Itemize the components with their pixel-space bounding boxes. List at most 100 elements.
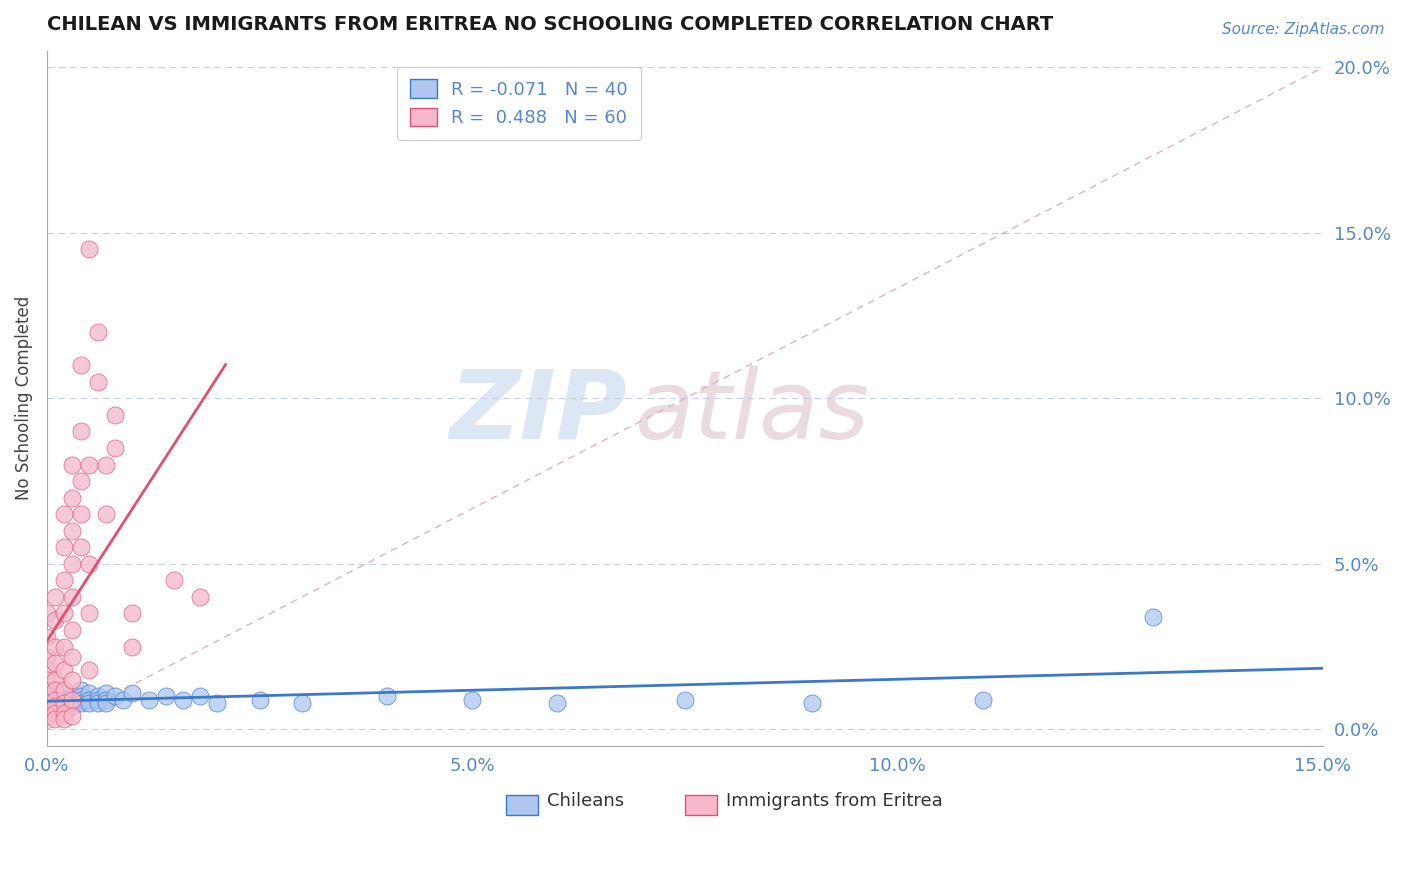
Point (44, 690, 66, 704)
Point (35, 690, 58, 704)
Point (44, 656, 66, 670)
Point (673, 692, 696, 706)
Point (87, 690, 110, 704)
Point (121, 607, 143, 621)
Point (79, 458, 101, 472)
Point (972, 692, 994, 706)
Point (87, 696, 110, 710)
Point (44, 713, 66, 727)
Point (60, 709, 83, 723)
Point (35, 696, 58, 710)
Point (112, 692, 135, 706)
Point (70, 358, 93, 372)
Point (87, 692, 110, 706)
Point (44, 590, 66, 604)
Point (96, 696, 118, 710)
Point (70, 541, 93, 555)
Point (52, 706, 75, 720)
Point (35, 702, 58, 716)
Point (35, 649, 58, 664)
Point (79, 686, 101, 700)
Point (87, 325, 110, 339)
Point (79, 557, 101, 571)
Point (35, 663, 58, 677)
Point (60, 458, 83, 472)
Point (121, 640, 143, 654)
Point (52, 696, 75, 710)
Point (70, 425, 93, 439)
Point (44, 699, 66, 714)
Text: ZIP: ZIP (450, 366, 627, 458)
FancyBboxPatch shape (506, 795, 538, 815)
Point (188, 590, 211, 604)
Point (35, 630, 58, 644)
Point (35, 709, 58, 723)
Point (87, 375, 110, 389)
Point (60, 524, 83, 538)
Point (205, 696, 228, 710)
Point (249, 692, 271, 706)
Point (79, 692, 101, 706)
Point (60, 699, 83, 714)
Point (52, 663, 75, 677)
Point (375, 690, 398, 704)
Text: Immigrants from Eritrea: Immigrants from Eritrea (725, 792, 942, 811)
Point (35, 682, 58, 697)
Point (461, 692, 484, 706)
Point (70, 682, 93, 697)
FancyBboxPatch shape (685, 795, 717, 815)
Point (44, 640, 66, 654)
Point (291, 696, 314, 710)
Point (70, 474, 93, 488)
Point (44, 613, 66, 627)
Point (60, 692, 83, 706)
Text: CHILEAN VS IMMIGRANTS FROM ERITREA NO SCHOOLING COMPLETED CORRELATION CHART: CHILEAN VS IMMIGRANTS FROM ERITREA NO SC… (46, 15, 1053, 34)
Point (163, 574, 186, 588)
Text: Source: ZipAtlas.com: Source: ZipAtlas.com (1222, 22, 1385, 37)
Point (35, 607, 58, 621)
Point (35, 673, 58, 687)
Point (70, 692, 93, 706)
Point (172, 692, 194, 706)
Point (60, 623, 83, 637)
Point (52, 682, 75, 697)
Point (52, 607, 75, 621)
Point (60, 491, 83, 505)
Point (44, 692, 66, 706)
Point (70, 507, 93, 521)
Point (60, 557, 83, 571)
Point (44, 696, 66, 710)
Point (96, 507, 118, 521)
Text: atlas: atlas (634, 366, 869, 458)
Point (60, 692, 83, 706)
Point (70, 696, 93, 710)
Point (79, 243, 101, 257)
Point (70, 690, 93, 704)
Point (52, 507, 75, 521)
Point (79, 607, 101, 621)
Point (52, 686, 75, 700)
Point (60, 673, 83, 687)
Point (60, 690, 83, 704)
Point (546, 696, 568, 710)
Point (188, 690, 211, 704)
Point (60, 590, 83, 604)
Point (1142, 609, 1164, 624)
Point (35, 682, 58, 697)
Point (52, 541, 75, 555)
Point (52, 713, 75, 727)
Point (96, 686, 118, 700)
Point (44, 673, 66, 687)
Point (104, 408, 127, 422)
Legend: R = -0.071   N = 40, R =  0.488   N = 60: R = -0.071 N = 40, R = 0.488 N = 60 (398, 67, 641, 140)
Y-axis label: No Schooling Completed: No Schooling Completed (15, 296, 32, 500)
Point (801, 696, 824, 710)
Point (138, 692, 160, 706)
Point (44, 682, 66, 697)
Point (44, 706, 66, 720)
Point (121, 686, 143, 700)
Point (60, 696, 83, 710)
Text: Chileans: Chileans (547, 792, 624, 811)
Point (96, 458, 118, 472)
Point (104, 690, 127, 704)
